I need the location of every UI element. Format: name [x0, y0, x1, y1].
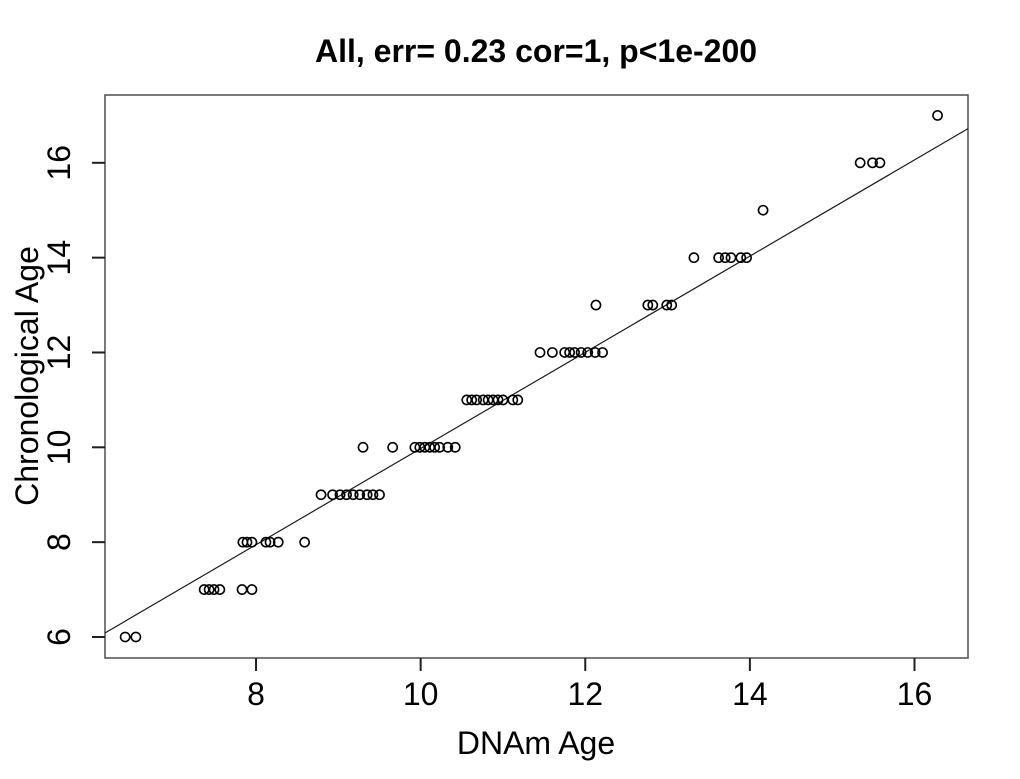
data-point — [119, 631, 131, 643]
y-tick-label: 6 — [41, 628, 77, 646]
data-point — [449, 441, 461, 453]
data-point — [327, 489, 338, 501]
data-point — [130, 631, 142, 643]
x-tick-label: 14 — [732, 676, 768, 712]
data-point — [214, 584, 226, 595]
data-point — [582, 347, 594, 358]
data-point — [354, 489, 366, 501]
y-tick-label: 8 — [41, 533, 77, 551]
data-point — [334, 489, 346, 501]
data-point — [564, 347, 576, 358]
data-point — [713, 252, 725, 264]
fit-line — [104, 128, 969, 634]
data-point — [688, 252, 700, 264]
y-axis-label: Chronological Age — [9, 246, 45, 506]
data-point — [661, 299, 673, 311]
y-tick-label: 12 — [41, 335, 77, 371]
data-point — [874, 157, 886, 169]
data-points — [119, 109, 943, 643]
data-point — [442, 441, 454, 453]
chart-title: All, err= 0.23 cor=1, p<1e-200 — [315, 33, 757, 69]
data-point — [492, 394, 504, 406]
data-point — [575, 347, 587, 358]
data-point — [341, 489, 352, 501]
data-point — [260, 536, 272, 548]
data-point — [932, 109, 943, 121]
data-point — [471, 394, 483, 406]
regression-line — [104, 128, 969, 634]
y-axis-ticks: 6 8 10 12 14 16 — [41, 145, 105, 646]
data-point — [429, 441, 441, 453]
y-tick-label: 14 — [41, 240, 77, 276]
data-point — [272, 536, 284, 548]
data-point — [642, 299, 654, 311]
data-point — [246, 584, 258, 595]
data-point — [647, 299, 659, 311]
x-tick-label: 16 — [897, 676, 933, 712]
data-point — [719, 252, 731, 264]
x-tick-label: 8 — [247, 676, 265, 712]
data-point — [569, 347, 580, 358]
data-point — [347, 489, 359, 501]
x-tick-label: 12 — [567, 676, 603, 712]
data-point — [757, 204, 769, 216]
data-point — [387, 441, 399, 453]
data-point — [597, 347, 608, 358]
data-point — [299, 536, 310, 548]
data-point — [512, 394, 524, 406]
x-axis-ticks: 8 10 12 14 16 — [247, 658, 932, 712]
data-point — [246, 536, 258, 548]
y-tick-label: 16 — [41, 145, 77, 181]
data-point — [741, 252, 752, 264]
data-point — [546, 347, 558, 358]
data-point — [534, 347, 546, 358]
data-point — [208, 584, 220, 595]
data-point — [466, 394, 478, 406]
data-point — [357, 441, 369, 453]
data-point — [315, 489, 327, 501]
plot-box — [104, 94, 969, 659]
x-axis-label: DNAm Age — [457, 725, 615, 761]
data-point — [367, 489, 379, 501]
data-point — [203, 584, 215, 595]
data-point — [264, 536, 276, 548]
data-point — [735, 252, 747, 264]
data-point — [241, 536, 253, 548]
data-point — [666, 299, 678, 311]
data-point — [867, 157, 878, 169]
y-tick-label: 10 — [41, 430, 77, 466]
data-point — [854, 157, 866, 169]
data-point — [434, 441, 445, 453]
data-point — [507, 394, 519, 406]
data-point — [589, 347, 601, 358]
data-point — [361, 489, 373, 501]
x-tick-label: 10 — [403, 676, 439, 712]
data-point — [590, 299, 602, 311]
data-point — [374, 489, 385, 501]
plot-border — [104, 94, 969, 659]
